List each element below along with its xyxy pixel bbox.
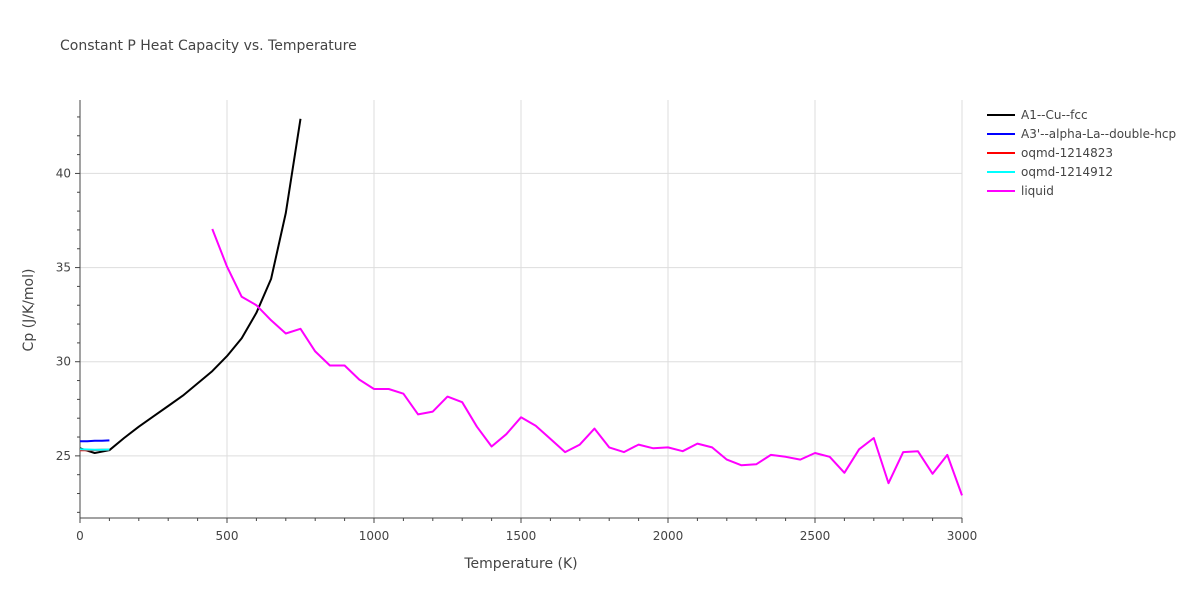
chart-title: Constant P Heat Capacity vs. Temperature	[60, 38, 357, 54]
legend-item[interactable]: A1--Cu--fcc	[987, 108, 1088, 122]
legend-item[interactable]: oqmd-1214823	[987, 146, 1113, 160]
grid-layer	[80, 100, 963, 518]
x-tick-label: 3000	[947, 529, 978, 543]
legend-label: oqmd-1214823	[1021, 146, 1113, 160]
y-tick-label: 40	[56, 166, 71, 180]
series-line-0	[79, 118, 302, 454]
x-tick-label: 0	[76, 529, 84, 543]
legend-item[interactable]: liquid	[987, 184, 1054, 198]
plot-series	[79, 118, 963, 496]
x-tick-label: 1000	[359, 529, 390, 543]
legend[interactable]: A1--Cu--fcc A3'--alpha-La--double-hcp oqmd…	[987, 108, 1176, 198]
y-tick-label: 30	[56, 355, 71, 369]
y-tick-label: 25	[56, 449, 71, 463]
series-line-1	[80, 439, 110, 443]
legend-label: oqmd-1214912	[1021, 165, 1113, 179]
legend-item[interactable]: A3'--alpha-La--double-hcp	[987, 127, 1176, 141]
x-axis-title: Temperature (K)	[463, 556, 577, 572]
y-axis-title: Cp (J/K/mol)	[21, 269, 37, 352]
x-tick-label: 1500	[506, 529, 537, 543]
legend-label: A3'--alpha-La--double-hcp	[1021, 127, 1176, 141]
axes: 0 500 1000 1500 2000 2500 3000 25 30 35 40	[56, 100, 978, 543]
x-tick-label: 500	[216, 529, 239, 543]
legend-item[interactable]: oqmd-1214912	[987, 165, 1113, 179]
x-tick-label: 2500	[800, 529, 831, 543]
legend-label: A1--Cu--fcc	[1021, 108, 1088, 122]
x-tick-label: 2000	[653, 529, 684, 543]
y-tick-label: 35	[56, 261, 71, 275]
series-line-4	[211, 228, 963, 496]
legend-label: liquid	[1021, 184, 1054, 198]
